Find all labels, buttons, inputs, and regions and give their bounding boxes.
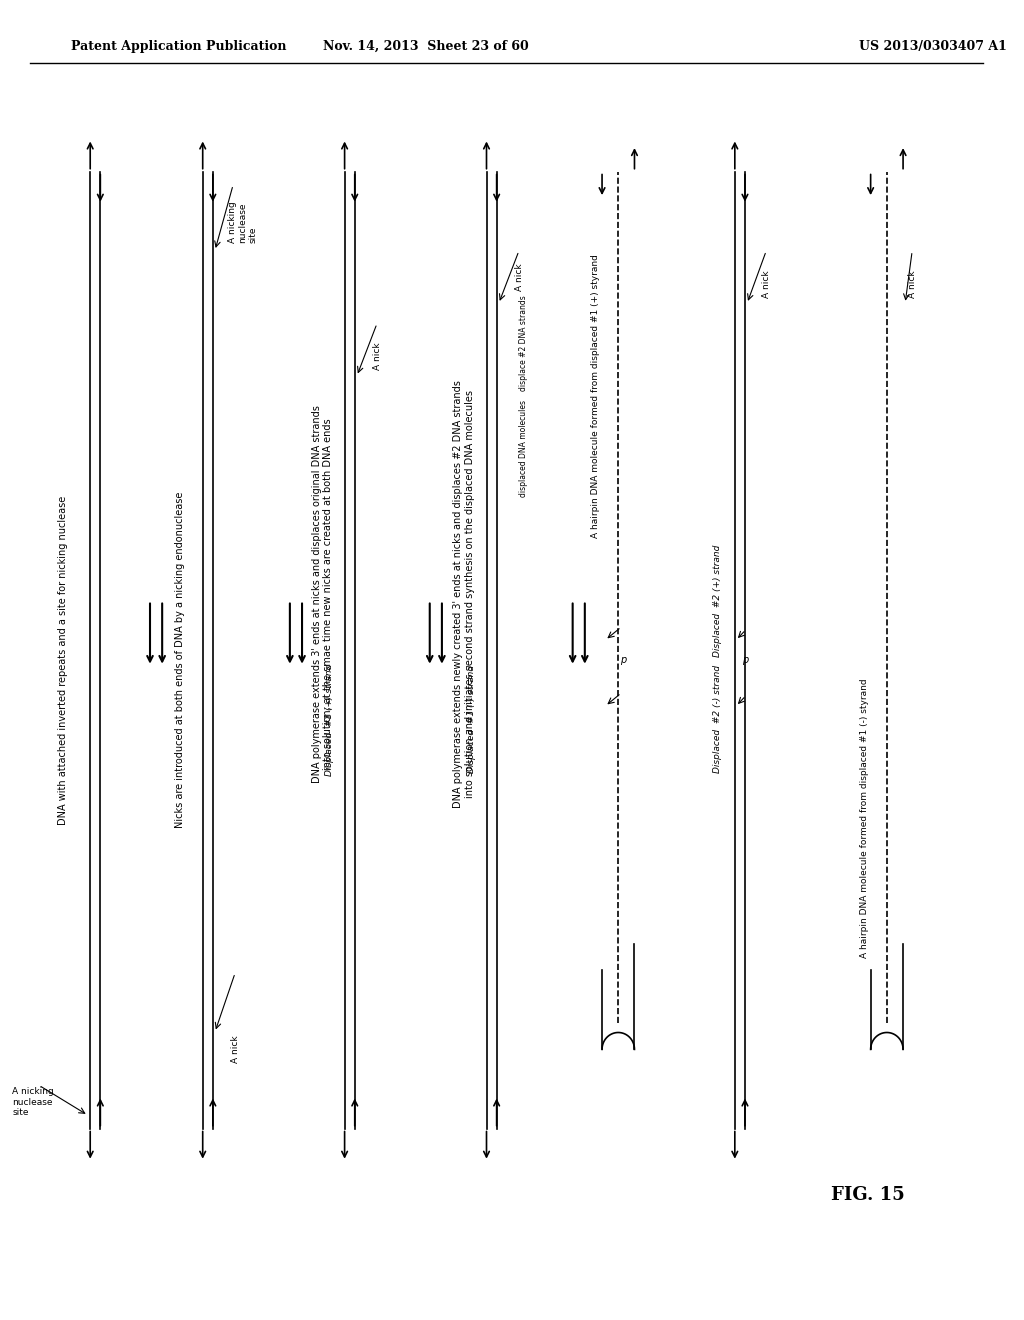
- Text: A nick: A nick: [515, 264, 524, 290]
- Text: DNA polymerase extends 3' ends at nicks and displaces original DNA strands
into : DNA polymerase extends 3' ends at nicks …: [311, 405, 333, 783]
- Text: Nicks are introduced at both ends of DNA by a nicking endonuclease: Nicks are introduced at both ends of DNA…: [175, 492, 185, 828]
- Text: US 2013/0303407 A1: US 2013/0303407 A1: [858, 40, 1007, 53]
- Text: FIG. 15: FIG. 15: [831, 1185, 905, 1204]
- Text: p: p: [621, 655, 627, 665]
- Text: Displaced  #2 (+) strand: Displaced #2 (+) strand: [713, 544, 722, 657]
- Text: A nicking
nuclease
site: A nicking nuclease site: [228, 201, 258, 243]
- Text: displace #2 DNA strands: displace #2 DNA strands: [519, 296, 528, 391]
- Text: A hairpin DNA molecule formed from displaced #1 (+) styrand: A hairpin DNA molecule formed from displ…: [592, 253, 600, 539]
- Text: A nick: A nick: [231, 1036, 240, 1063]
- Text: Patent Application Publication: Patent Application Publication: [71, 40, 287, 53]
- Text: Nov. 14, 2013  Sheet 23 of 60: Nov. 14, 2013 Sheet 23 of 60: [323, 40, 528, 53]
- Text: Displaced  #1 (-) strand: Displaced #1 (-) strand: [467, 665, 476, 774]
- Text: displaced DNA molecules: displaced DNA molecules: [519, 400, 528, 498]
- Text: A nick: A nick: [908, 271, 918, 297]
- Text: A hairpin DNA molecule formed from displaced #1 (-) styrand: A hairpin DNA molecule formed from displ…: [860, 678, 869, 958]
- Text: A nick: A nick: [373, 343, 382, 370]
- Text: Displaced  #1 (+) strand: Displaced #1 (+) strand: [325, 663, 334, 776]
- Text: DNA with attached inverted repeats and a site for nicking nuclease: DNA with attached inverted repeats and a…: [57, 495, 68, 825]
- Text: A nick: A nick: [762, 271, 771, 297]
- Text: DNA polymerase extends newly created 3' ends at nicks and displaces #2 DNA stran: DNA polymerase extends newly created 3' …: [454, 380, 475, 808]
- Text: A nicking
nuclease
site: A nicking nuclease site: [12, 1088, 54, 1117]
- Text: Displaced  #2 (-) strand: Displaced #2 (-) strand: [713, 665, 722, 774]
- Text: p: p: [741, 655, 749, 665]
